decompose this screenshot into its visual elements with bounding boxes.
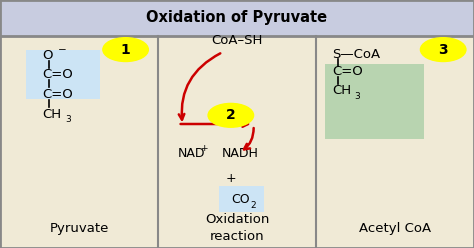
Circle shape	[208, 103, 254, 127]
Text: C=O: C=O	[43, 68, 73, 81]
Text: CO: CO	[231, 193, 249, 206]
Text: CoA–SH: CoA–SH	[211, 34, 263, 47]
Bar	[219, 186, 264, 212]
Text: 3: 3	[65, 115, 71, 124]
Bar	[0, 0, 474, 36]
Text: 1: 1	[121, 43, 130, 57]
Text: Acetyl CoA: Acetyl CoA	[359, 222, 431, 235]
Text: C=O: C=O	[43, 88, 73, 101]
Bar	[26, 50, 100, 99]
Text: Pyruvate: Pyruvate	[49, 222, 109, 235]
Text: Oxidation
reaction: Oxidation reaction	[205, 213, 269, 243]
Text: Oxidation of Pyruvate: Oxidation of Pyruvate	[146, 10, 328, 26]
Text: C=O: C=O	[332, 65, 363, 78]
Bar	[325, 64, 424, 139]
Text: NADH: NADH	[222, 147, 259, 160]
Text: 2: 2	[226, 108, 236, 122]
Text: +: +	[200, 144, 208, 153]
Text: NAD: NAD	[178, 147, 205, 160]
Circle shape	[103, 38, 148, 62]
Text: +: +	[226, 172, 236, 185]
Text: 2: 2	[250, 201, 256, 210]
Circle shape	[420, 38, 466, 62]
Text: 3: 3	[438, 43, 448, 57]
Text: −: −	[58, 45, 67, 55]
Text: CH: CH	[43, 108, 62, 121]
Text: 3: 3	[354, 92, 360, 101]
Text: S—CoA: S—CoA	[332, 48, 380, 61]
Text: O: O	[43, 49, 53, 62]
Text: CH: CH	[332, 84, 351, 97]
